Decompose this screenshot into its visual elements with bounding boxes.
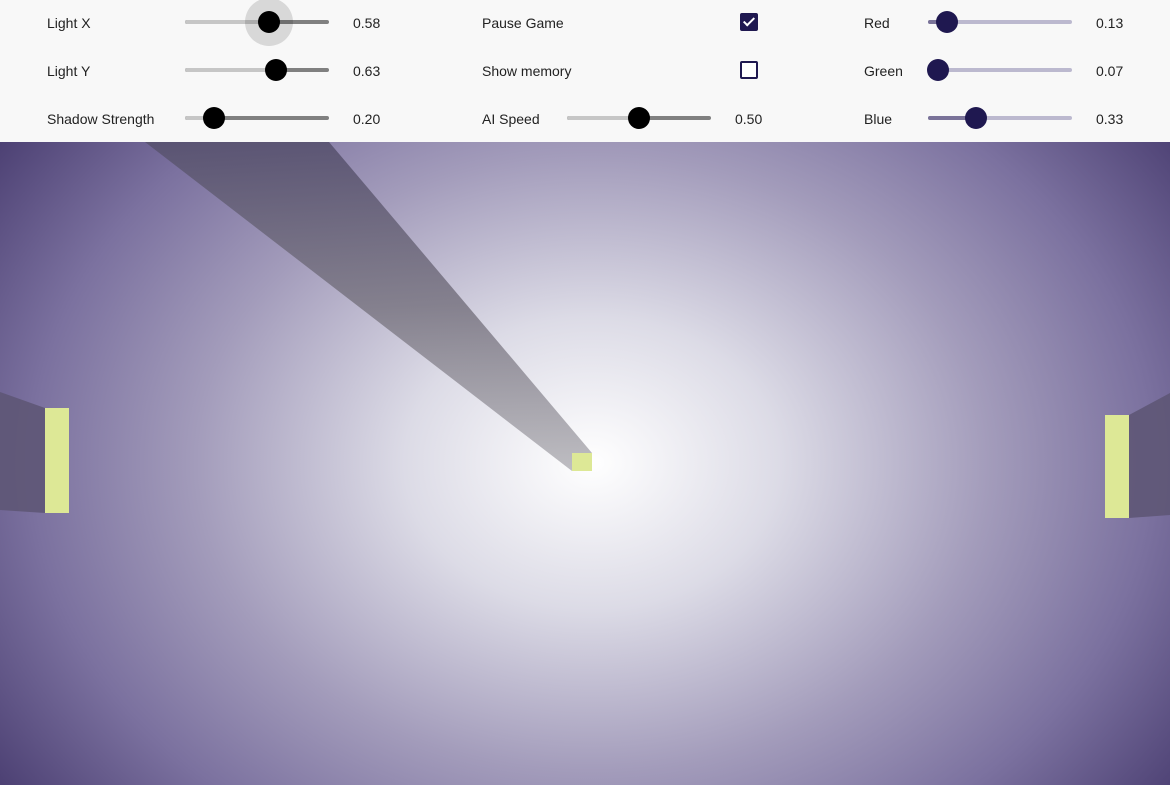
slider-thumb[interactable]	[628, 107, 650, 129]
slider-fill	[185, 20, 269, 24]
slider-thumb[interactable]	[964, 107, 987, 129]
slider-thumb[interactable]	[202, 107, 225, 129]
ai-speed-slider[interactable]	[567, 107, 711, 129]
pause-game-label: Pause Game	[482, 15, 564, 31]
ball	[572, 453, 592, 471]
slider-thumb[interactable]	[927, 59, 950, 81]
controls-panel: Light X 0.58 Light Y 0.63 Shadow Strengt…	[0, 0, 1170, 142]
game-scene	[0, 142, 1170, 518]
slider-track	[928, 116, 1072, 120]
light-x-label: Light X	[47, 15, 91, 31]
blue-value: 0.33	[1096, 111, 1124, 127]
slider-fill	[185, 68, 276, 72]
green-slider[interactable]	[927, 59, 1072, 81]
pause-game-checkbox[interactable]	[740, 13, 758, 31]
show-memory-checkbox[interactable]	[740, 61, 758, 79]
shadow-strength-label: Shadow Strength	[47, 111, 155, 127]
red-label: Red	[864, 15, 890, 31]
slider-track	[185, 116, 329, 120]
slider-fill	[185, 116, 214, 120]
shadow-strength-slider[interactable]	[185, 107, 329, 129]
shadow-strength-value: 0.20	[353, 111, 381, 127]
left-paddle	[45, 408, 69, 513]
red-slider[interactable]	[928, 11, 1072, 33]
slider-fill	[928, 116, 976, 120]
light-y-label: Light Y	[47, 63, 91, 79]
green-label: Green	[864, 63, 903, 79]
blue-slider[interactable]	[928, 107, 1072, 129]
slider-fill	[567, 116, 639, 120]
light-x-value: 0.58	[353, 15, 381, 31]
checkmark-icon	[742, 14, 756, 27]
red-value: 0.13	[1096, 15, 1124, 31]
blue-label: Blue	[864, 111, 893, 127]
right-paddle-shadow	[1129, 393, 1170, 518]
slider-thumb[interactable]	[935, 11, 958, 33]
left-paddle-shadow	[0, 392, 45, 513]
ai-speed-value: 0.50	[735, 111, 763, 127]
green-value: 0.07	[1096, 63, 1124, 79]
light-y-slider[interactable]	[185, 59, 329, 81]
ball-shadow	[145, 142, 592, 471]
light-x-slider[interactable]	[185, 0, 329, 46]
light-y-value: 0.63	[353, 63, 381, 79]
ai-speed-label: AI Speed	[482, 111, 540, 127]
slider-thumb[interactable]	[264, 59, 287, 81]
game-canvas[interactable]	[0, 142, 1170, 785]
right-paddle	[1105, 415, 1129, 518]
slider-track	[928, 20, 1072, 24]
show-memory-label: Show memory	[482, 63, 572, 79]
slider-track	[928, 68, 1072, 72]
slider-thumb[interactable]	[257, 11, 280, 33]
